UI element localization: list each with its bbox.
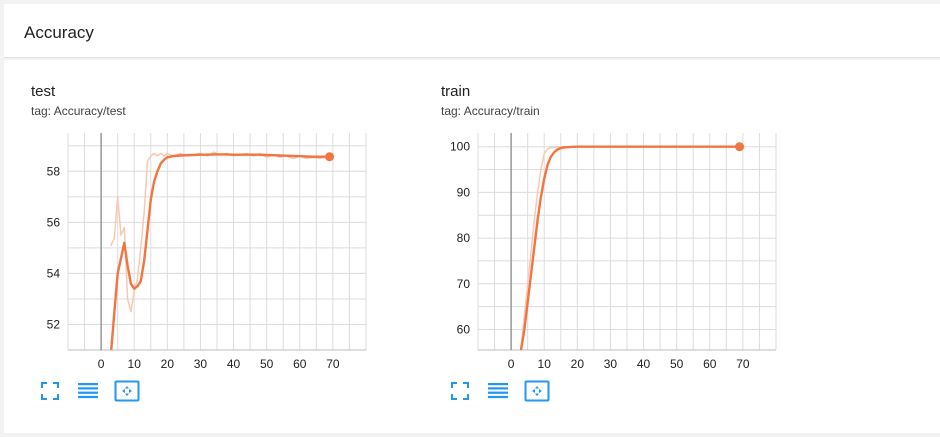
x-tick-label: 50 bbox=[670, 357, 684, 371]
x-tick-label: 60 bbox=[293, 357, 307, 371]
toggle-y-axis-icon[interactable] bbox=[486, 379, 510, 403]
series-line-raw bbox=[110, 151, 331, 313]
chart-train[interactable]: 0 10 20 30 40 50 60 70 60 70 80 90 100 bbox=[414, 60, 824, 380]
x-tick-label: 30 bbox=[194, 357, 208, 371]
x-tick-label: 10 bbox=[538, 357, 552, 371]
x-tick-label: 70 bbox=[736, 357, 750, 371]
x-tick-label: 0 bbox=[508, 357, 515, 371]
chart-test[interactable]: 0 10 20 30 40 50 60 70 52 54 56 58 bbox=[4, 60, 414, 380]
y-tick-label: 56 bbox=[47, 215, 61, 229]
last-point-marker bbox=[735, 142, 745, 152]
chart-card-test: test tag: Accuracy/test 0 10 20 30 40 50 60 70 5… bbox=[4, 60, 414, 433]
y-tick-label: 70 bbox=[457, 277, 471, 291]
x-tick-label: 40 bbox=[637, 357, 651, 371]
fullscreen-icon[interactable] bbox=[38, 379, 62, 403]
card-title: train bbox=[441, 83, 471, 100]
y-tick-label: 100 bbox=[450, 140, 470, 154]
fit-domain-icon[interactable] bbox=[114, 379, 140, 403]
x-tick-label: 10 bbox=[128, 357, 142, 371]
fullscreen-icon[interactable] bbox=[448, 379, 472, 403]
x-tick-label: 0 bbox=[98, 357, 105, 371]
x-tick-label: 20 bbox=[161, 357, 175, 371]
series-line-raw bbox=[520, 145, 741, 349]
y-tick-label: 90 bbox=[457, 185, 471, 199]
y-tick-label: 80 bbox=[457, 231, 471, 245]
y-tick-label: 58 bbox=[47, 164, 61, 178]
last-point-marker bbox=[325, 152, 335, 162]
toggle-y-axis-icon[interactable] bbox=[76, 379, 100, 403]
series-line-smoothed bbox=[110, 153, 331, 350]
x-tick-label: 30 bbox=[604, 357, 618, 371]
card-tag: tag: Accuracy/train bbox=[441, 104, 540, 118]
card-area: test tag: Accuracy/test 0 10 20 30 40 50 60 70 5… bbox=[4, 60, 940, 433]
series-line-smoothed bbox=[519, 145, 741, 350]
card-title: test bbox=[31, 83, 56, 100]
fit-domain-icon[interactable] bbox=[524, 379, 550, 403]
y-tick-label: 52 bbox=[47, 317, 61, 331]
card-tag: tag: Accuracy/test bbox=[31, 104, 126, 118]
x-tick-label: 40 bbox=[227, 357, 241, 371]
section-title: Accuracy bbox=[24, 23, 94, 42]
y-tick-label: 60 bbox=[457, 322, 471, 336]
y-tick-label: 54 bbox=[47, 266, 61, 280]
x-tick-label: 20 bbox=[571, 357, 585, 371]
x-tick-label: 60 bbox=[703, 357, 717, 371]
section-header[interactable]: Accuracy bbox=[4, 4, 940, 58]
chart-card-train: train tag: Accuracy/train 0 10 20 30 40 50 60 7… bbox=[414, 60, 824, 433]
x-tick-label: 50 bbox=[260, 357, 274, 371]
x-tick-label: 70 bbox=[326, 357, 340, 371]
